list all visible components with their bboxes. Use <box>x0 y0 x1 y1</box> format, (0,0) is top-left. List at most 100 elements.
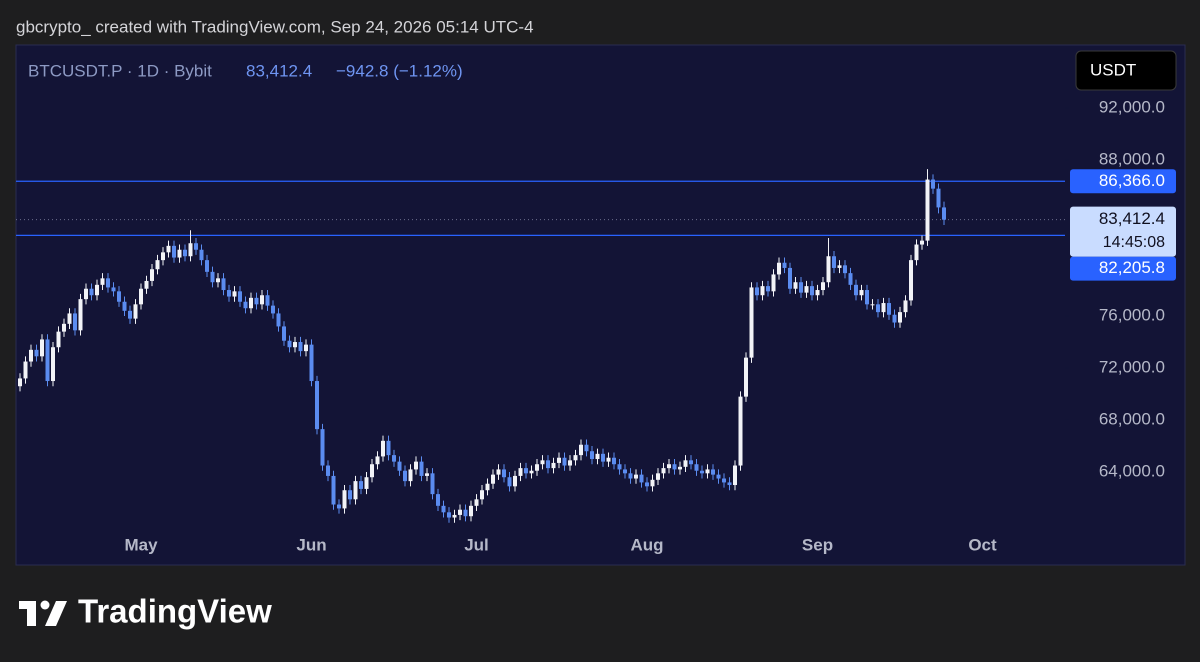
candle-body <box>705 469 710 474</box>
candle-body <box>518 468 523 476</box>
candle-body <box>485 483 490 491</box>
candle-body <box>381 440 385 457</box>
countdown-label: 14:45:08 <box>1103 234 1165 251</box>
candle-body <box>738 396 743 466</box>
candle-body <box>579 444 583 456</box>
candle-body <box>617 464 622 470</box>
price-label-box <box>1070 206 1176 257</box>
candle-body <box>282 326 286 341</box>
candle-body <box>744 357 748 397</box>
candle-body <box>843 265 847 274</box>
candle-body <box>876 304 880 313</box>
candle-body <box>150 269 154 281</box>
candle-body <box>375 456 380 465</box>
currency-button[interactable] <box>1075 50 1177 91</box>
candle-body <box>535 464 539 471</box>
candle-body <box>837 265 842 268</box>
x-tick-label: May <box>124 535 158 554</box>
candle-body <box>51 347 55 382</box>
candle-body <box>584 444 589 452</box>
candle-body <box>23 361 28 379</box>
symbol-info: BTCUSDT.P · 1D · Bybit <box>28 61 212 80</box>
candle-body <box>293 342 297 348</box>
candle-body <box>408 469 413 482</box>
candle-body <box>634 474 638 479</box>
candle-body <box>326 465 330 476</box>
candle-body <box>832 256 836 268</box>
candle-body <box>557 457 561 463</box>
header-text: gbcrypto_ created with TradingView.com, … <box>16 17 534 36</box>
candle-body <box>172 245 176 258</box>
candle-body <box>67 313 72 324</box>
candle-body <box>238 291 242 302</box>
candle-body <box>672 464 677 470</box>
candle-body <box>601 453 605 462</box>
candle-body <box>320 429 325 466</box>
candle-body <box>128 310 132 319</box>
logo-shape <box>45 601 67 626</box>
x-tick-label: Sep <box>802 535 833 554</box>
candle-body <box>595 453 600 460</box>
candle-body <box>177 249 182 258</box>
candle-body <box>227 290 231 297</box>
candle-body <box>111 287 116 292</box>
last-price: 83,412.4 <box>246 61 312 80</box>
candle-body <box>678 466 682 470</box>
y-tick-label: 88,000.0 <box>1099 150 1165 169</box>
candle-body <box>370 464 374 478</box>
candle-body <box>733 465 737 486</box>
candle-body <box>727 482 732 486</box>
candle-body <box>40 339 44 357</box>
candle-body <box>881 303 886 313</box>
candle-body <box>496 469 501 475</box>
currency-label[interactable]: USDT <box>1090 60 1136 79</box>
candle-body <box>216 278 220 283</box>
candle-body <box>623 469 627 474</box>
candle-body <box>232 291 237 297</box>
x-tick-label: Oct <box>968 535 997 554</box>
candle-body <box>513 475 517 487</box>
candle-body <box>491 474 495 484</box>
candle-body <box>276 313 281 327</box>
x-tick-label: Jun <box>296 535 326 554</box>
candle-body <box>469 505 473 517</box>
candle-body <box>689 460 693 465</box>
candle-body <box>568 460 572 466</box>
candle-body <box>56 331 61 348</box>
candle-body <box>628 473 633 479</box>
candle-body <box>359 481 363 489</box>
level-label-box <box>1070 169 1176 194</box>
candle-body <box>645 482 649 487</box>
candle-body <box>788 267 792 289</box>
candle-body <box>29 349 33 362</box>
candle-body <box>18 378 22 387</box>
candle-body <box>749 287 754 358</box>
candle-body <box>337 504 341 509</box>
candle-body <box>397 461 402 471</box>
candle-body <box>249 297 253 309</box>
candle-body <box>254 297 259 305</box>
candle-body <box>683 460 688 467</box>
candle-body <box>606 457 611 462</box>
candle-body <box>771 274 776 292</box>
candle-body <box>144 280 149 289</box>
candle-body <box>590 451 594 460</box>
x-tick-label: Jul <box>464 535 489 554</box>
candle-body <box>909 260 913 301</box>
candle-body <box>122 301 127 311</box>
candle-body <box>95 284 99 296</box>
candle-body <box>353 481 358 500</box>
candle-body <box>271 305 275 314</box>
candle-body <box>100 278 105 285</box>
candle-body <box>194 243 198 250</box>
candle-body <box>304 344 308 352</box>
level-label-box <box>1070 256 1176 281</box>
candle-body <box>661 468 666 474</box>
logo <box>19 600 67 626</box>
candle-body <box>474 499 479 506</box>
candle-body <box>854 284 858 296</box>
y-tick-label: 76,000.0 <box>1099 306 1165 325</box>
candle-body <box>161 252 165 261</box>
